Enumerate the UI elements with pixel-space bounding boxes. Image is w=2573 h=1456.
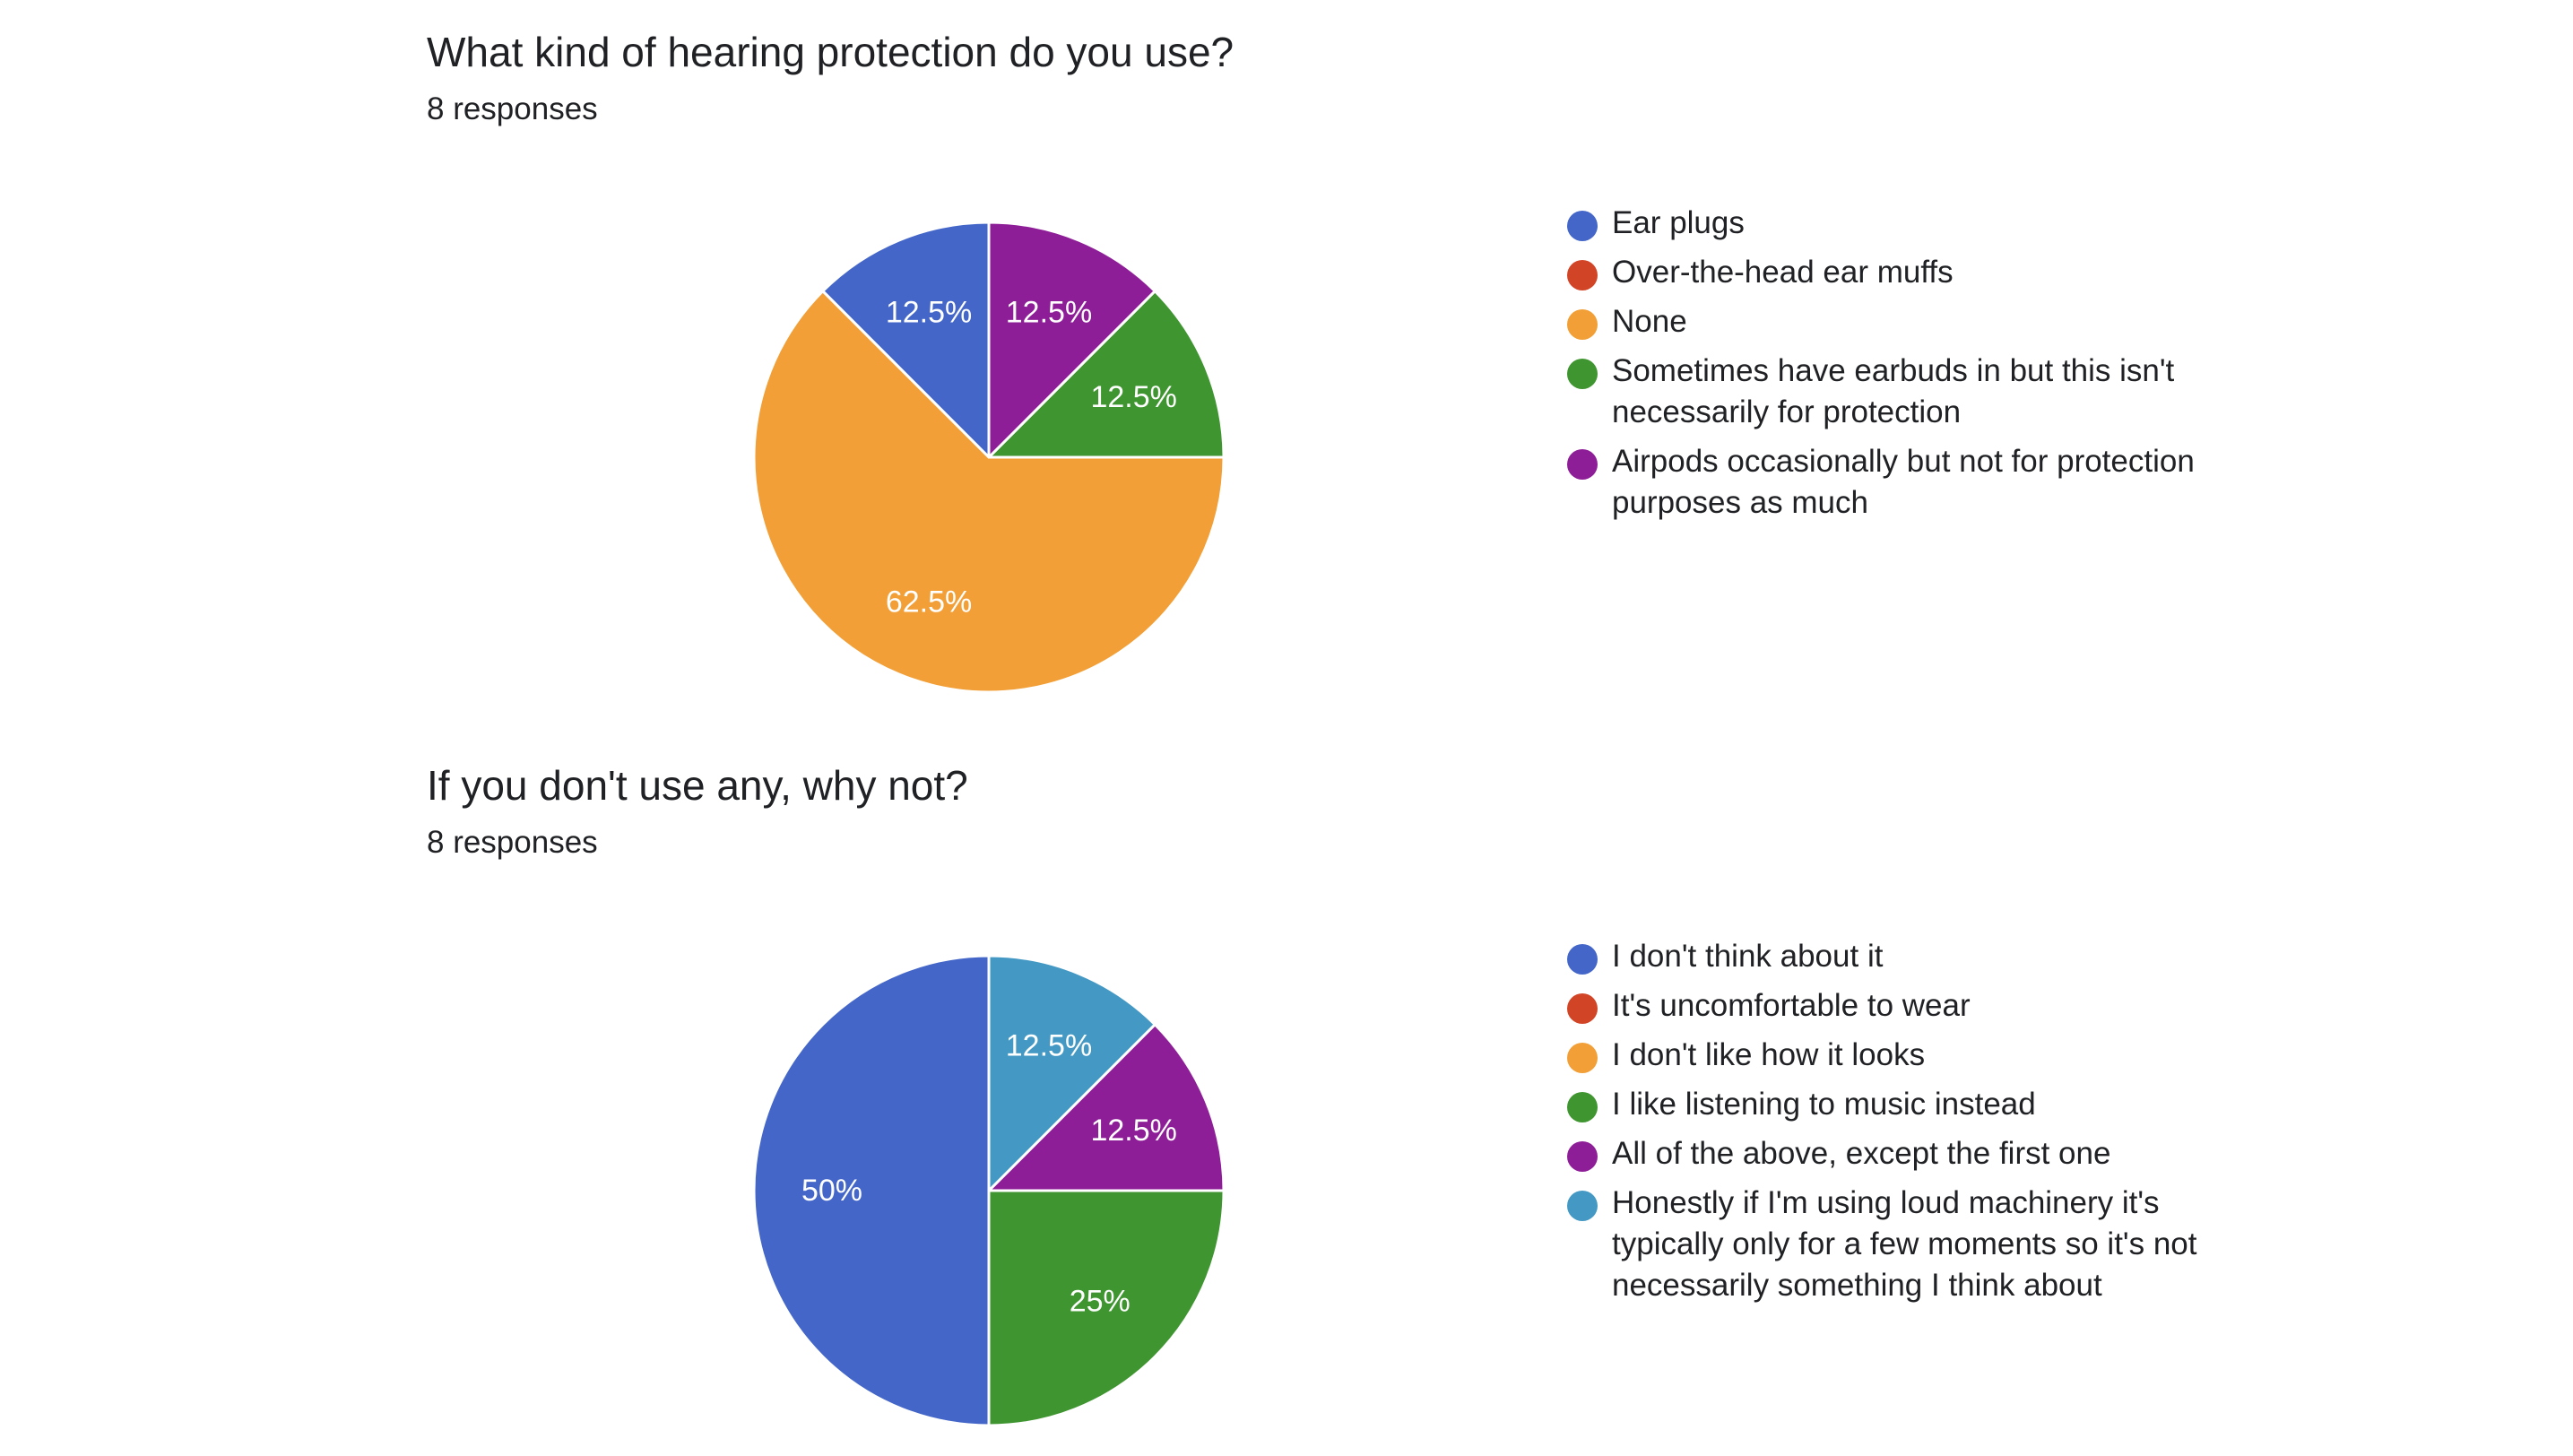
legend-label: None [1612,304,1687,339]
legend-item-honestly-if-i-m-using-loud-machinery-it-: Honestly if I'm using loud machinery it'… [1567,1183,2248,1306]
chart-legend: I don't think about it It's uncomfortable… [1567,936,2248,1314]
legend-label: Sometimes have earbuds in but this isn't… [1612,353,2175,429]
legend-color-dot [1567,309,1598,340]
legend-item-all-of-the-above-except-the-first-one: All of the above, except the first one [1567,1133,2248,1174]
legend-label: Over-the-head ear muffs [1612,255,1954,290]
pie-slice-honestly-if-i-m-using-loud-machinery-it- [987,954,1157,1192]
legend-item-i-don-t-think-about-it: I don't think about it [1567,936,2248,977]
slice-percentage-label: 12.5% [1090,380,1176,414]
legend-item-sometimes-have-earbuds-in-but-this-isn-t: Sometimes have earbuds in but this isn't… [1567,351,2248,433]
legend-color-dot [1567,944,1598,975]
legend-label: Airpods occasionally but not for protect… [1612,444,2195,520]
legend-label: Ear plugs [1612,205,1745,240]
pie-slice-i-don-t-think-about-it [752,954,991,1427]
legend-color-dot [1567,449,1598,480]
slice-percentage-label: 62.5% [886,585,972,620]
pie-chart: 12.5% 62.5% 12.5% 12.5% [752,221,1226,694]
pie-chart: 50% 25% 12.5% 12.5% [752,954,1226,1427]
legend-item-ear-plugs: Ear plugs [1567,203,2248,244]
legend-color-dot [1567,993,1598,1024]
legend-color-dot [1567,260,1598,290]
slice-percentage-label: 25% [1070,1285,1131,1319]
slice-percentage-label: 12.5% [1090,1114,1176,1148]
slice-percentage-label: 12.5% [886,295,972,329]
legend-item-over-the-head-ear-muffs: Over-the-head ear muffs [1567,252,2248,293]
legend-color-dot [1567,359,1598,389]
pie-slice-none [752,290,1226,694]
slice-percentage-label: 12.5% [1006,295,1092,329]
legend-item-none: None [1567,301,2248,342]
pie-slice-sometimes-have-earbuds-in-but-this-isn-t [987,290,1226,459]
legend-label: I don't think about it [1612,939,1884,974]
legend-item-airpods-occasionally-but-not-for-protect: Airpods occasionally but not for protect… [1567,441,2248,524]
legend-color-dot [1567,1141,1598,1172]
response-count: 8 responses [427,91,598,126]
legend-color-dot [1567,1043,1598,1073]
legend-color-dot [1567,211,1598,241]
legend-label: I like listening to music instead [1612,1087,2036,1122]
pie-slice-all-of-the-above-except-the-first-one [987,1023,1226,1192]
legend-label: Honestly if I'm using loud machinery it'… [1612,1185,2197,1303]
chart-card-why-not: If you don't use any, why not? 8 respons… [0,733,2573,1456]
response-count: 8 responses [427,825,598,860]
legend-item-i-like-listening-to-music-instead: I like listening to music instead [1567,1084,2248,1125]
legend-color-dot [1567,1191,1598,1221]
legend-item-it-s-uncomfortable-to-wear: It's uncomfortable to wear [1567,985,2248,1027]
legend-item-i-don-t-like-how-it-looks: I don't like how it looks [1567,1035,2248,1076]
pie-slice-i-like-listening-to-music-instead [987,1189,1226,1427]
chart-title: If you don't use any, why not? [427,762,968,809]
chart-legend: Ear plugs Over-the-head ear muffs None Some… [1567,203,2248,532]
legend-color-dot [1567,1092,1598,1122]
slice-percentage-label: 50% [801,1174,862,1208]
legend-label: I don't like how it looks [1612,1037,1926,1072]
legend-label: All of the above, except the first one [1612,1136,2111,1171]
legend-label: It's uncomfortable to wear [1612,988,1971,1023]
pie-slice-ear-plugs [821,221,991,459]
chart-title: What kind of hearing protection do you u… [427,29,1235,75]
chart-card-hearing-protection: What kind of hearing protection do you u… [0,0,2573,723]
pie-slice-airpods-occasionally-but-not-for-protect [987,221,1157,459]
slice-percentage-label: 12.5% [1006,1028,1092,1062]
